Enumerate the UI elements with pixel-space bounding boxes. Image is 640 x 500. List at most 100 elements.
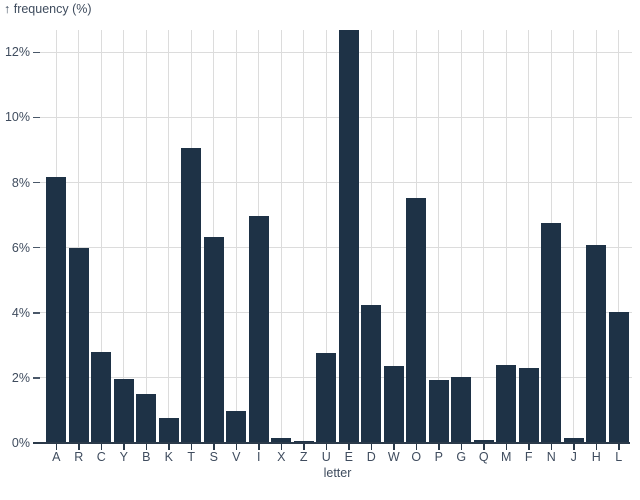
bar-K (158, 417, 179, 443)
x-tick-mark (393, 443, 395, 450)
bar-E (338, 29, 359, 443)
x-tick-label-Y: Y (119, 450, 128, 464)
grid-line-horizontal (40, 247, 632, 249)
y-tick-mark (33, 181, 40, 184)
x-tick-mark (415, 443, 417, 450)
x-tick-mark (213, 443, 215, 450)
bar-Q (473, 439, 494, 443)
y-tick-mark (33, 246, 40, 249)
y-tick-label: 2% (11, 370, 30, 385)
x-tick-label-I: I (257, 450, 261, 464)
y-tick-mark (33, 312, 40, 314)
x-tick-mark (325, 443, 327, 450)
x-tick-mark (550, 443, 552, 450)
x-tick-label-H: H (591, 450, 601, 464)
x-axis-baseline (33, 442, 630, 444)
grid-line-vertical (505, 29, 507, 443)
x-tick-label-D: D (366, 450, 376, 464)
x-tick-label-T: T (187, 450, 196, 464)
x-tick-mark (528, 443, 530, 450)
grid-line-vertical (78, 29, 80, 443)
grid-line-vertical (618, 29, 620, 443)
x-tick-label-N: N (546, 450, 556, 464)
bar-O (406, 198, 427, 443)
y-tick-label: 12% (4, 45, 30, 60)
x-tick-mark (370, 443, 372, 450)
x-tick-mark (258, 443, 260, 450)
bar-Z (293, 440, 314, 443)
grid-line-vertical (100, 29, 102, 443)
bar-F (518, 368, 539, 443)
grid-line-vertical (235, 29, 237, 443)
x-tick-label-Q: Q (478, 450, 489, 464)
x-tick-mark (303, 443, 305, 450)
x-tick-label-V: V (232, 450, 241, 464)
x-tick-label-K: K (164, 450, 173, 464)
x-tick-label-W: W (387, 450, 400, 464)
bar-W (383, 366, 404, 443)
y-tick-mark (33, 116, 40, 119)
bar-S (203, 236, 224, 443)
grid-line-vertical (483, 29, 485, 443)
y-tick-label: 8% (11, 175, 30, 190)
grid-line-horizontal (40, 182, 632, 184)
x-tick-label-S: S (209, 450, 218, 464)
x-tick-label-L: L (615, 450, 623, 464)
x-tick-label-R: R (74, 450, 84, 464)
x-tick-mark (348, 443, 350, 450)
grid-line-vertical (573, 29, 575, 443)
bar-M (496, 364, 517, 443)
bar-Y (113, 378, 134, 443)
grid-line-vertical (168, 29, 170, 443)
x-tick-mark (483, 443, 485, 450)
grid-line-vertical (145, 29, 147, 443)
x-tick-label-P: P (434, 450, 443, 464)
y-tick-mark (33, 377, 40, 379)
y-tick-label: 0% (11, 436, 30, 450)
bar-U (316, 353, 337, 443)
y-tick-label: 10% (4, 110, 30, 125)
grid-line-vertical (528, 29, 530, 443)
bar-A (46, 176, 67, 443)
x-tick-label-X: X (277, 450, 286, 464)
bar-R (68, 247, 89, 443)
x-tick-mark (438, 443, 440, 450)
grid-line-horizontal (40, 116, 632, 118)
x-tick-label-A: A (52, 450, 61, 464)
x-tick-label-M: M (501, 450, 512, 464)
bar-X (271, 438, 292, 443)
x-tick-mark (505, 443, 507, 450)
x-tick-mark (123, 443, 125, 450)
x-tick-label-O: O (411, 450, 422, 464)
x-tick-mark (280, 443, 282, 450)
x-tick-mark (573, 443, 575, 450)
bar-H (586, 244, 607, 443)
grid-line-vertical (325, 29, 327, 443)
x-tick-label-G: G (456, 450, 467, 464)
grid-line-horizontal (40, 312, 632, 314)
bar-G (451, 377, 472, 443)
x-tick-label-Z: Z (299, 450, 308, 464)
x-tick-mark (460, 443, 462, 450)
x-tick-mark (168, 443, 170, 450)
x-tick-label-F: F (524, 450, 533, 464)
y-tick-label: 6% (11, 240, 30, 255)
grid-line-vertical (280, 29, 282, 443)
y-tick-mark (33, 51, 40, 54)
grid-line-vertical (123, 29, 125, 443)
y-tick-label: 4% (11, 305, 30, 320)
bar-L (608, 311, 629, 443)
grid-line-vertical (438, 29, 440, 443)
bar-J (563, 438, 584, 443)
x-tick-mark (595, 443, 597, 450)
x-tick-mark (55, 443, 57, 450)
x-tick-mark (618, 443, 620, 450)
grid-line-horizontal (40, 51, 632, 53)
bar-P (428, 380, 449, 443)
x-tick-mark (235, 443, 237, 450)
grid-line-vertical (213, 29, 215, 443)
bar-V (226, 411, 247, 443)
x-tick-label-U: U (321, 450, 331, 464)
grid-line-vertical (370, 29, 372, 443)
